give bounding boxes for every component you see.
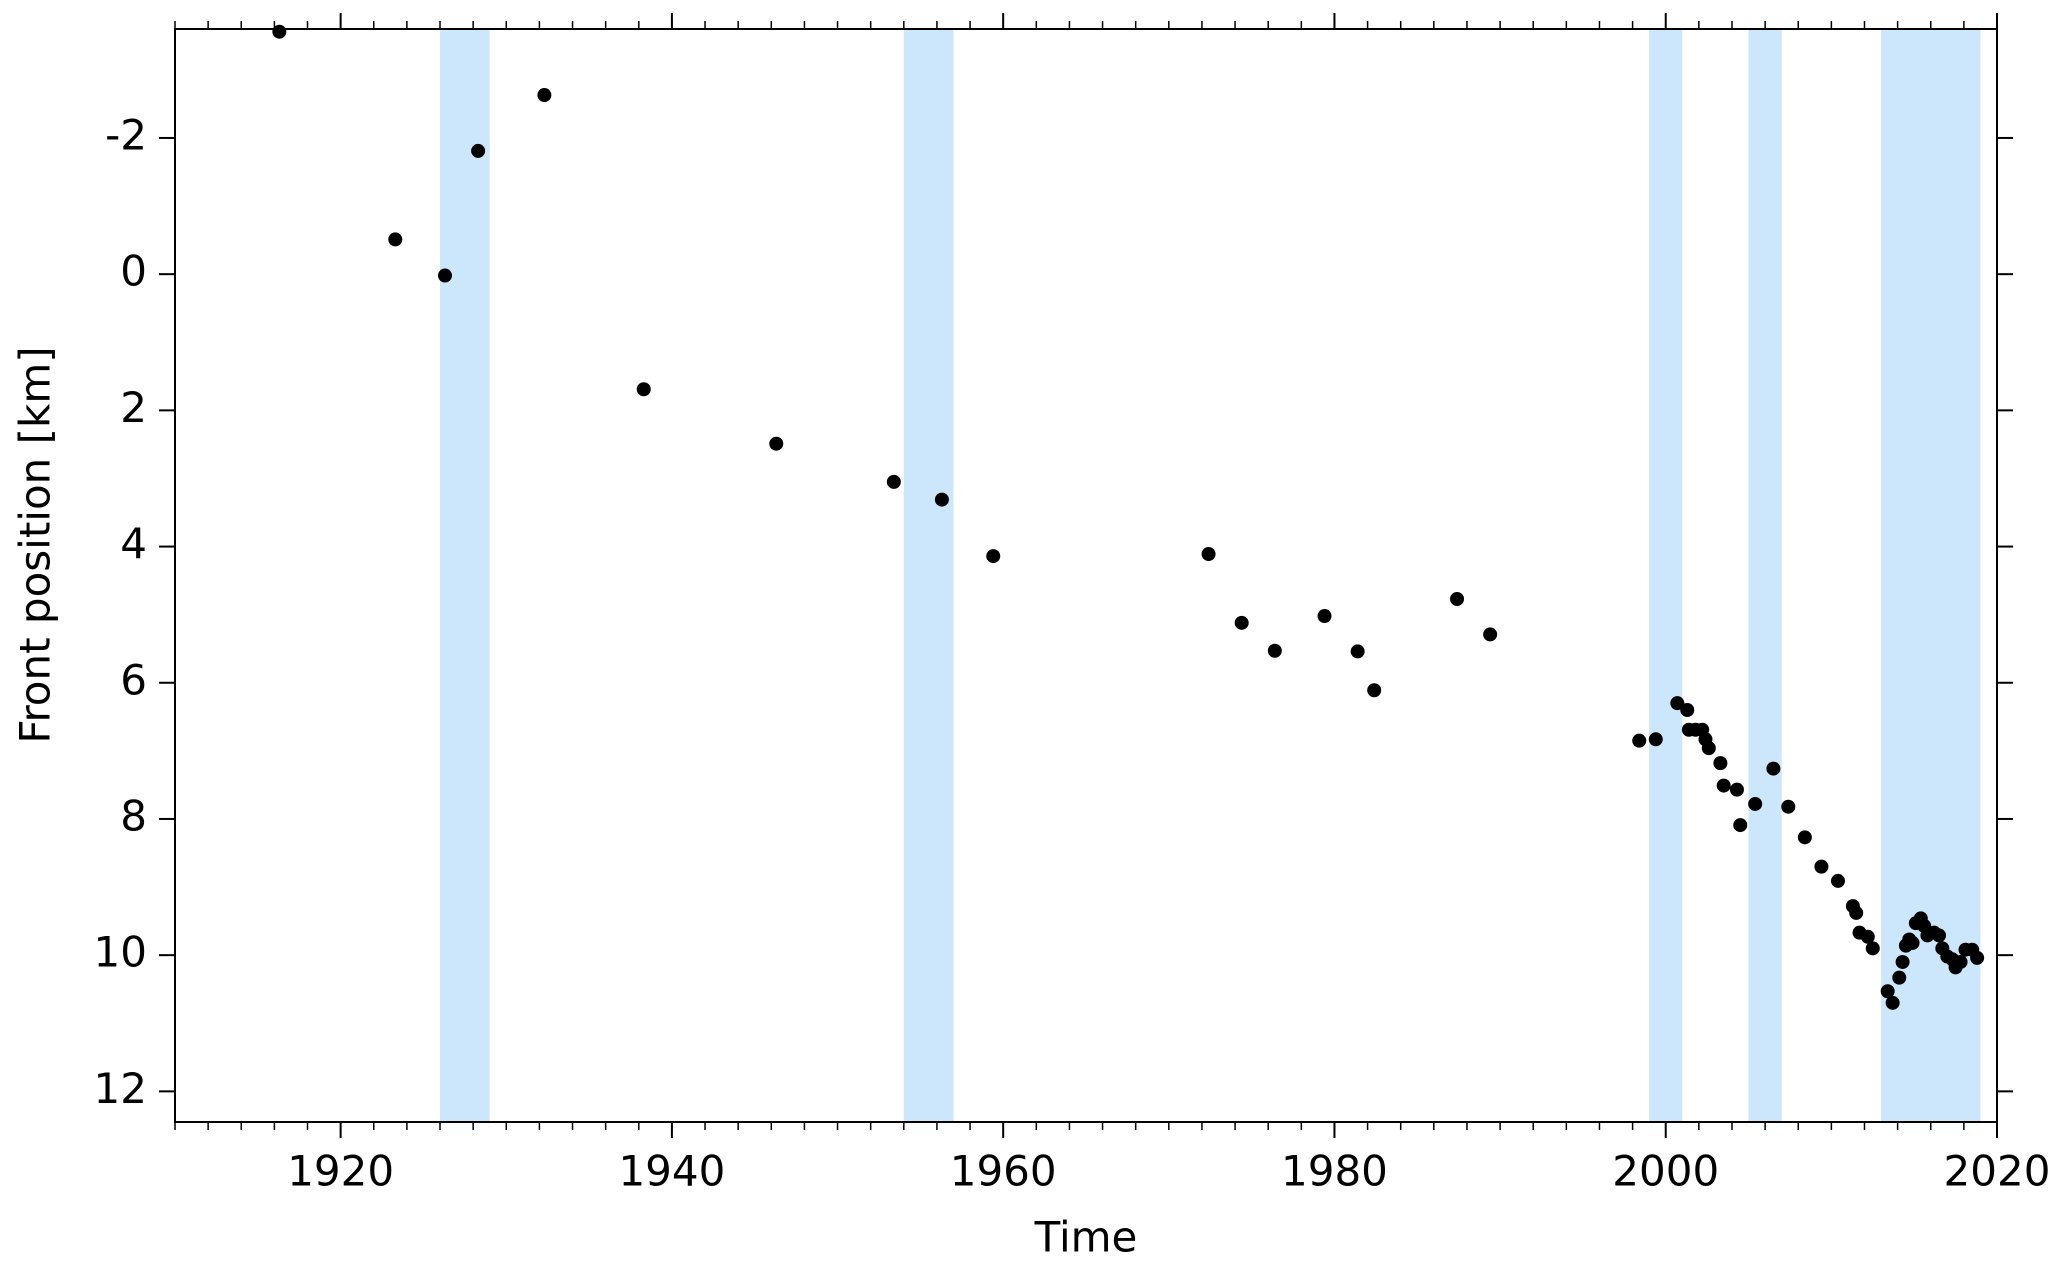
data-point — [1317, 609, 1332, 624]
data-point — [1814, 859, 1829, 874]
data-point — [1450, 591, 1465, 606]
data-point — [388, 232, 403, 247]
data-point — [1880, 984, 1895, 999]
data-point — [1860, 929, 1875, 944]
y-tick-label: 6 — [120, 655, 147, 704]
x-tick-label: 2000 — [1612, 1147, 1719, 1196]
data-point — [1932, 928, 1947, 943]
data-point — [1849, 905, 1864, 920]
data-point — [1483, 627, 1498, 642]
data-point — [1716, 778, 1731, 793]
shaded-band — [903, 29, 954, 1122]
y-tick-label: 4 — [120, 519, 147, 568]
x-axis-label: Time — [1034, 1213, 1138, 1262]
data-point — [471, 143, 486, 158]
y-tick-label: 10 — [94, 928, 147, 977]
shaded-band — [1649, 29, 1683, 1122]
y-tick-label: 0 — [120, 247, 147, 296]
data-point — [934, 492, 949, 507]
y-tick-label: 12 — [94, 1064, 147, 1113]
data-point — [1670, 696, 1685, 711]
data-point — [1781, 799, 1796, 814]
data-point — [437, 268, 452, 283]
data-point — [1892, 970, 1907, 985]
data-point — [1895, 954, 1910, 969]
data-point — [1367, 683, 1382, 698]
x-tick-label: 1920 — [287, 1147, 394, 1196]
data-point — [1648, 732, 1663, 747]
shaded-band — [440, 29, 490, 1122]
data-point — [1713, 756, 1728, 771]
data-point — [1680, 702, 1695, 717]
data-point — [1885, 995, 1900, 1010]
shaded-band — [1748, 29, 1782, 1122]
x-tick-label: 1960 — [950, 1147, 1057, 1196]
data-point — [1350, 644, 1365, 659]
data-point — [1267, 643, 1282, 658]
plot-frame — [174, 28, 1998, 1123]
data-point — [886, 474, 901, 489]
data-point — [1748, 796, 1763, 811]
data-point — [1953, 954, 1968, 969]
x-tick-label: 1980 — [1281, 1147, 1388, 1196]
y-tick-label: 8 — [120, 791, 147, 840]
data-point — [1701, 741, 1716, 756]
data-point — [1865, 941, 1880, 956]
y-tick-label: 2 — [120, 383, 147, 432]
y-tick-label: -2 — [105, 110, 147, 159]
data-point — [1632, 733, 1647, 748]
y-axis-label: Front position [km] — [11, 346, 60, 743]
data-point — [1201, 547, 1216, 562]
x-tick-label: 2020 — [1944, 1147, 2051, 1196]
data-point — [537, 88, 552, 103]
data-point — [769, 436, 784, 451]
data-point — [1797, 830, 1812, 845]
data-point — [1970, 950, 1985, 965]
data-point — [1733, 818, 1748, 833]
data-point — [1830, 873, 1845, 888]
x-tick-label: 1940 — [618, 1147, 725, 1196]
data-point — [986, 549, 1001, 564]
data-point — [272, 24, 287, 39]
data-point — [1729, 782, 1744, 797]
data-point — [1905, 935, 1920, 950]
data-point — [1766, 761, 1781, 776]
data-point — [1234, 615, 1249, 630]
data-point — [636, 382, 651, 397]
